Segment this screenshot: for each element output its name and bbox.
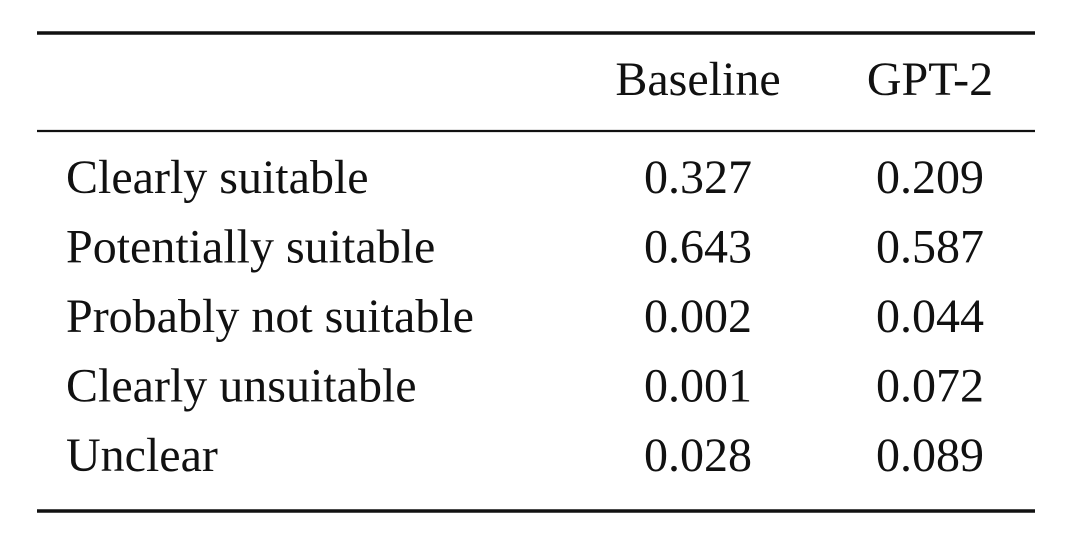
cell-value: 0.587	[876, 221, 984, 274]
cell-value: 0.028	[644, 429, 752, 482]
column-header: Baseline	[615, 53, 780, 106]
row-label: Probably not suitable	[66, 290, 474, 343]
cell-value: 0.327	[644, 151, 752, 204]
row-label: Unclear	[66, 429, 218, 482]
cell-value: 0.209	[876, 151, 984, 204]
cell-value: 0.643	[644, 221, 752, 274]
cell-value: 0.001	[644, 360, 752, 413]
cell-value: 0.044	[876, 290, 984, 343]
column-header: GPT-2	[867, 53, 993, 106]
cell-value: 0.002	[644, 290, 752, 343]
row-label: Clearly suitable	[66, 151, 369, 204]
cell-value: 0.089	[876, 429, 984, 482]
row-label: Potentially suitable	[66, 221, 435, 274]
cell-value: 0.072	[876, 360, 984, 413]
row-label: Clearly unsuitable	[66, 360, 417, 413]
